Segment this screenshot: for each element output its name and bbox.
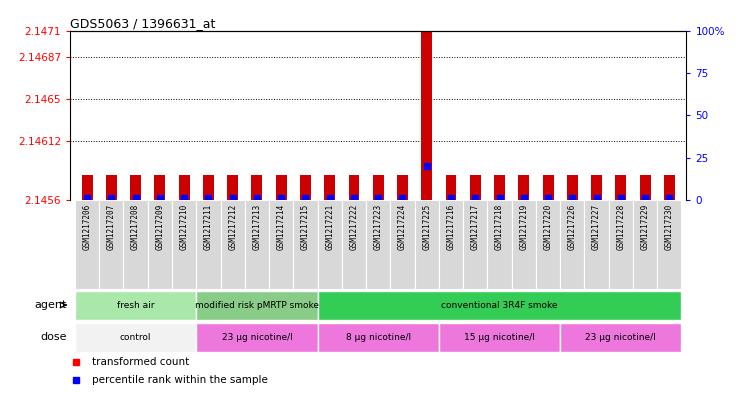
Text: dose: dose — [40, 332, 66, 342]
Text: GSM1217222: GSM1217222 — [350, 204, 359, 250]
Text: GSM1217213: GSM1217213 — [252, 204, 261, 250]
Bar — [439, 200, 463, 289]
Bar — [317, 323, 439, 352]
Bar — [567, 175, 578, 200]
Text: 8 μg nicotine/l: 8 μg nicotine/l — [345, 333, 411, 342]
Bar — [494, 175, 505, 200]
Text: GSM1217225: GSM1217225 — [422, 204, 431, 250]
Text: GSM1217214: GSM1217214 — [277, 204, 286, 250]
Bar — [123, 200, 148, 289]
Text: 23 μg nicotine/l: 23 μg nicotine/l — [585, 333, 656, 342]
Bar — [75, 323, 196, 352]
Bar — [591, 175, 602, 200]
Bar — [130, 175, 141, 200]
Text: GSM1217208: GSM1217208 — [131, 204, 140, 250]
Bar — [196, 200, 221, 289]
Bar — [252, 175, 263, 200]
Bar — [640, 175, 651, 200]
Text: GSM1217218: GSM1217218 — [495, 204, 504, 250]
Text: GSM1217217: GSM1217217 — [471, 204, 480, 250]
Bar — [317, 200, 342, 289]
Bar — [148, 200, 172, 289]
Text: GSM1217227: GSM1217227 — [592, 204, 601, 250]
Text: GSM1217221: GSM1217221 — [325, 204, 334, 250]
Text: GSM1217211: GSM1217211 — [204, 204, 213, 250]
Bar — [269, 200, 293, 289]
Bar — [300, 175, 311, 200]
Bar — [366, 200, 390, 289]
Bar — [536, 200, 560, 289]
Text: 15 μg nicotine/l: 15 μg nicotine/l — [464, 333, 535, 342]
Bar — [75, 290, 196, 320]
Text: control: control — [120, 333, 151, 342]
Text: GSM1217209: GSM1217209 — [156, 204, 165, 250]
Bar — [203, 175, 214, 200]
Text: GSM1217228: GSM1217228 — [616, 204, 625, 250]
Bar — [342, 200, 366, 289]
Bar — [609, 200, 633, 289]
Bar — [99, 200, 123, 289]
Text: GDS5063 / 1396631_at: GDS5063 / 1396631_at — [70, 17, 215, 30]
Text: agent: agent — [34, 300, 66, 310]
Bar — [245, 200, 269, 289]
Bar — [421, 31, 432, 200]
Text: GSM1217220: GSM1217220 — [544, 204, 553, 250]
Bar — [317, 290, 681, 320]
Bar — [154, 175, 165, 200]
Bar — [397, 175, 408, 200]
Text: conventional 3R4F smoke: conventional 3R4F smoke — [441, 301, 558, 310]
Text: fresh air: fresh air — [117, 301, 154, 310]
Bar — [584, 200, 609, 289]
Bar — [560, 200, 584, 289]
Bar — [463, 200, 487, 289]
Bar — [373, 175, 384, 200]
Bar — [518, 175, 529, 200]
Bar — [221, 200, 245, 289]
Bar — [470, 175, 480, 200]
Bar — [390, 200, 415, 289]
Text: transformed count: transformed count — [92, 357, 189, 367]
Bar — [511, 200, 536, 289]
Bar — [276, 175, 286, 200]
Bar — [615, 175, 627, 200]
Bar — [542, 175, 554, 200]
Bar — [658, 200, 681, 289]
Text: GSM1217219: GSM1217219 — [520, 204, 528, 250]
Text: GSM1217230: GSM1217230 — [665, 204, 674, 250]
Text: GSM1217210: GSM1217210 — [179, 204, 189, 250]
Bar — [439, 323, 560, 352]
Bar — [196, 323, 317, 352]
Bar — [172, 200, 196, 289]
Bar — [560, 323, 681, 352]
Bar — [664, 175, 675, 200]
Bar — [293, 200, 317, 289]
Text: GSM1217215: GSM1217215 — [301, 204, 310, 250]
Text: GSM1217212: GSM1217212 — [228, 204, 237, 250]
Text: GSM1217216: GSM1217216 — [446, 204, 455, 250]
Bar — [415, 200, 439, 289]
Bar — [179, 175, 190, 200]
Text: GSM1217224: GSM1217224 — [398, 204, 407, 250]
Text: GSM1217223: GSM1217223 — [373, 204, 383, 250]
Bar — [348, 175, 359, 200]
Bar — [487, 200, 511, 289]
Bar — [196, 290, 317, 320]
Bar — [227, 175, 238, 200]
Bar — [82, 175, 92, 200]
Bar — [106, 175, 117, 200]
Text: GSM1217207: GSM1217207 — [107, 204, 116, 250]
Bar — [446, 175, 457, 200]
Bar — [633, 200, 658, 289]
Text: GSM1217226: GSM1217226 — [568, 204, 577, 250]
Text: modified risk pMRTP smoke: modified risk pMRTP smoke — [195, 301, 319, 310]
Text: GSM1217229: GSM1217229 — [641, 204, 649, 250]
Bar — [324, 175, 335, 200]
Text: GSM1217206: GSM1217206 — [83, 204, 92, 250]
Bar — [75, 200, 99, 289]
Text: percentile rank within the sample: percentile rank within the sample — [92, 375, 268, 385]
Text: 23 μg nicotine/l: 23 μg nicotine/l — [221, 333, 292, 342]
